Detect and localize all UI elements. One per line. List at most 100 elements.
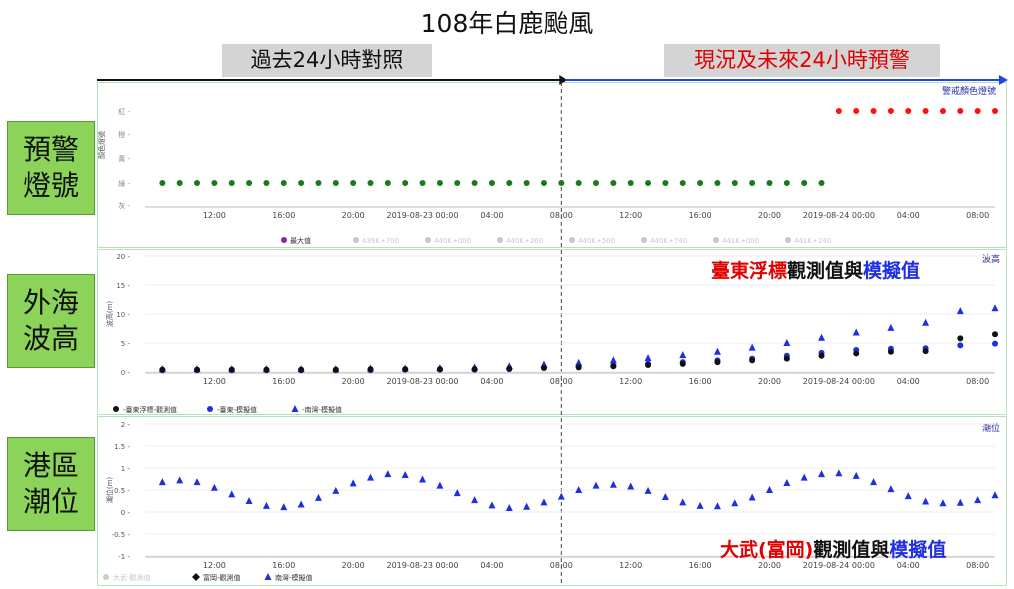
tide-x-tick-label: 2019-08-23 00:00 xyxy=(387,561,459,570)
warning-point xyxy=(419,180,426,186)
warning-point xyxy=(697,180,704,186)
wave-point xyxy=(436,366,443,373)
tide-legend-item: 南灣-模擬值 xyxy=(275,573,313,582)
tide-point xyxy=(956,498,964,506)
wave-point xyxy=(159,366,166,373)
tide-point xyxy=(367,473,375,481)
tide-point xyxy=(870,478,878,486)
wave-point xyxy=(818,352,825,359)
tide-legend-item: 大武-觀測值 xyxy=(113,573,151,582)
tide-point xyxy=(852,471,860,479)
tide-x-tick-label: 12:00 xyxy=(619,561,642,570)
warning-point xyxy=(159,180,166,186)
tide-point xyxy=(835,469,843,477)
tide-y-tick-label: 0.5 - xyxy=(114,487,130,495)
side-label-warning-line2: 燈號 xyxy=(22,169,79,202)
tide-point xyxy=(401,471,409,479)
warning-point xyxy=(593,180,600,186)
warning-legend-item: 最大值 xyxy=(290,236,311,245)
warning-point xyxy=(853,108,860,114)
warning-legend-marker xyxy=(353,237,359,243)
tide-legend-marker xyxy=(264,573,272,580)
wave-legend-item: -臺東-模擬值 xyxy=(217,405,257,414)
warning-point xyxy=(194,180,201,186)
wave-point xyxy=(610,363,617,370)
tide-point xyxy=(280,503,288,511)
wave-legend-marker xyxy=(113,406,119,412)
wave-point xyxy=(471,366,478,373)
wave-point xyxy=(679,360,686,367)
wave-point xyxy=(783,355,790,362)
tide-point xyxy=(939,499,947,507)
warning-legend-marker xyxy=(641,237,647,243)
warning-point xyxy=(870,108,877,114)
side-label-tide-line2: 潮位 xyxy=(22,485,79,518)
tide-x-tick-label: 12:00 xyxy=(203,561,226,570)
tide-overlay-label: 大武(富岡)觀測值與模擬值 xyxy=(720,535,946,562)
warning-point xyxy=(992,108,998,114)
wave-panel xyxy=(97,249,1007,415)
side-label-warning: 預警 燈號 xyxy=(7,121,95,215)
wave-point xyxy=(713,347,721,355)
tide-point xyxy=(488,501,496,509)
wave-point xyxy=(887,348,894,355)
warning-point xyxy=(298,180,305,186)
wave-x-tick-label: 04:00 xyxy=(897,377,920,386)
warning-x-tick-label: 04:00 xyxy=(897,211,920,220)
warning-x-tick-label: 08:00 xyxy=(550,211,573,220)
wave-y-tick-label: 10 - xyxy=(116,311,130,319)
tide-point xyxy=(332,486,340,494)
tide-point xyxy=(644,486,652,494)
wave-point xyxy=(783,339,791,346)
warning-panel xyxy=(97,82,1007,248)
wave-point xyxy=(991,304,999,312)
tide-point xyxy=(557,492,565,500)
tide-overlay-station: 大武(富岡) xyxy=(720,539,814,561)
warning-point xyxy=(211,180,218,186)
wave-legend-marker xyxy=(291,405,299,412)
warning-x-tick-label: 20:00 xyxy=(758,211,781,220)
wave-x-tick-label: 12:00 xyxy=(203,377,226,386)
tide-point xyxy=(297,500,305,508)
side-label-tide: 港區 潮位 xyxy=(7,437,95,531)
wave-point xyxy=(645,362,652,369)
warning-point xyxy=(575,180,582,186)
wave-point xyxy=(402,366,409,373)
wave-point xyxy=(956,307,964,315)
wave-x-tick-label: 08:00 xyxy=(966,377,989,386)
wave-point xyxy=(263,366,270,373)
tide-y-tick-label: -1 - xyxy=(118,553,130,561)
wave-point xyxy=(228,366,235,373)
wave-point xyxy=(575,358,583,366)
now-timeline-arrowhead xyxy=(999,75,1008,85)
warning-point xyxy=(176,180,183,186)
tide-y-tick-label: -0.5 - xyxy=(112,531,131,539)
warning-point xyxy=(766,180,773,186)
wave-legend-item: -南灣-模擬值 xyxy=(302,405,342,414)
tide-x-tick-label: 08:00 xyxy=(550,561,573,570)
wave-point xyxy=(506,365,513,372)
tide-point xyxy=(696,501,704,509)
warning-x-tick-label: 12:00 xyxy=(203,211,226,220)
warning-point xyxy=(662,180,669,186)
warning-point xyxy=(887,108,894,114)
tide-point xyxy=(262,501,270,509)
tide-overlay-middle: 觀測值與 xyxy=(813,539,890,561)
side-label-tide-line1: 港區 xyxy=(22,449,79,482)
warning-point xyxy=(350,180,357,186)
warning-y-tick-label: 黃 - xyxy=(118,154,130,163)
tide-x-tick-label: 2019-08-24 00:00 xyxy=(803,561,875,570)
tide-point xyxy=(245,497,253,504)
warning-x-tick-label: 16:00 xyxy=(689,211,712,220)
tide-point xyxy=(991,491,999,499)
tide-point xyxy=(592,481,600,489)
wave-x-tick-label: 12:00 xyxy=(619,377,642,386)
tide-point xyxy=(523,502,531,510)
wave-x-tick-label: 20:00 xyxy=(342,377,365,386)
warning-x-tick-label: 12:00 xyxy=(619,211,642,220)
wave-overlay-model: 模擬值 xyxy=(863,260,921,282)
side-label-wave-line2: 波高 xyxy=(22,322,79,355)
warning-point xyxy=(610,180,617,186)
tide-point xyxy=(731,499,739,507)
tide-chart-title: 潮位 xyxy=(982,422,1000,434)
